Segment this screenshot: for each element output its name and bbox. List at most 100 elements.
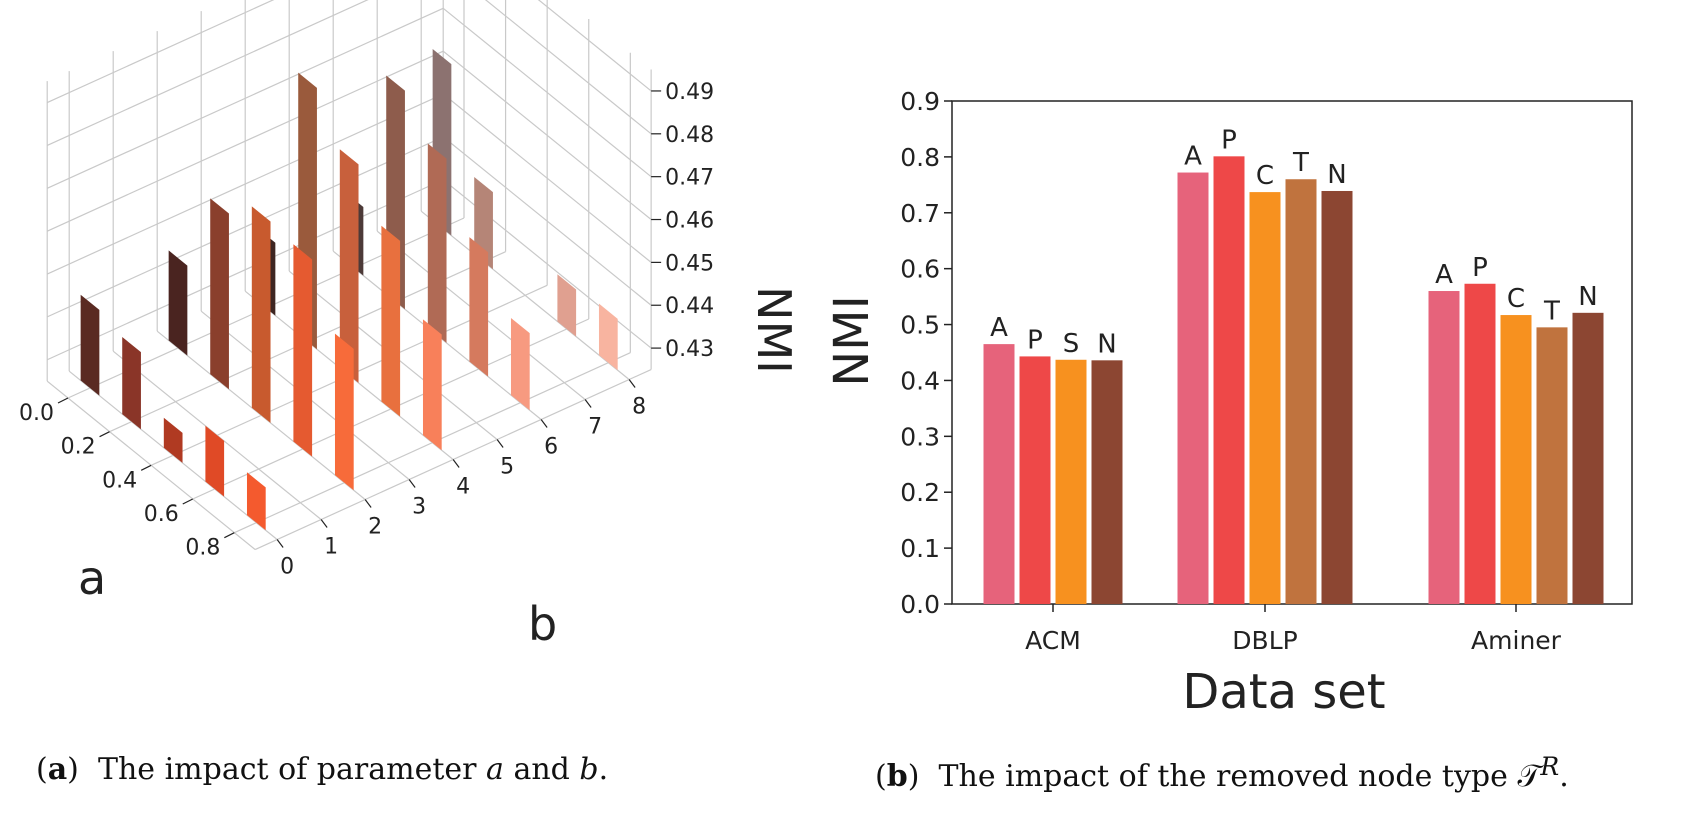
b-tick-mark bbox=[628, 379, 636, 388]
bar3d-a0.6-b2 bbox=[293, 244, 313, 457]
y-tick-label: 0.8 bbox=[900, 143, 940, 172]
z-tick-label: 0.48 bbox=[665, 123, 714, 148]
bar3d-a0.2-b0 bbox=[122, 336, 141, 430]
y-tick-label: 0.7 bbox=[900, 199, 940, 228]
3d-tick-labels: 0.0 0.20.4 0.60.8 0 1 2 3 4 5 6 7 8 0.43 0.44 0.45 0.46… bbox=[19, 80, 714, 580]
bar-label: N bbox=[1097, 329, 1116, 359]
bar3d-a0.8-b4 bbox=[422, 319, 442, 451]
z-tick-label: 0.46 bbox=[665, 209, 714, 234]
b-tick-label: 2 bbox=[368, 515, 382, 540]
bar-aminer-a bbox=[1428, 291, 1460, 604]
bar3d-a0.4-b0 bbox=[163, 417, 183, 463]
caption-a-var2: b bbox=[579, 752, 599, 787]
gridline-z-left-wall bbox=[46, 50, 444, 232]
caption-b-text: The impact of the removed node type bbox=[938, 759, 1508, 794]
b-tick-mark bbox=[408, 479, 416, 488]
gridline-floor-b bbox=[156, 330, 366, 500]
caption-b-sup: R bbox=[1540, 752, 1560, 781]
bar3d-a0-b0 bbox=[80, 294, 100, 396]
caption-b-tag: b bbox=[886, 759, 908, 794]
bar3d-a0.2-b2 bbox=[210, 198, 229, 390]
bar-dblp-t bbox=[1285, 179, 1317, 604]
bar-dblp-p bbox=[1213, 156, 1245, 604]
y-tick-label: 0.5 bbox=[900, 311, 940, 340]
b-tick-label: 6 bbox=[544, 435, 558, 460]
caption-a: (a) The impact of parameter a and b. bbox=[36, 752, 609, 787]
y-tick-label: 0.2 bbox=[900, 478, 940, 507]
x-tick-label: DBLP bbox=[1232, 626, 1297, 655]
bar3d-a0.8-b8 bbox=[598, 303, 618, 371]
3d-gridlines bbox=[46, 0, 652, 551]
bar-dblp-n bbox=[1321, 190, 1353, 604]
gridline-z-left-wall bbox=[46, 136, 444, 318]
bar3d-a0.8-b6 bbox=[510, 317, 530, 411]
gridline-z-left-wall bbox=[46, 7, 444, 189]
bar3d-a0.8-b2 bbox=[334, 333, 354, 491]
bar-dblp-a bbox=[1177, 172, 1209, 604]
gridline-z-left-wall bbox=[46, 0, 275, 104]
bar3d-a0.6-b6 bbox=[469, 237, 489, 377]
a-tick-label: 0.4 bbox=[102, 468, 137, 493]
bar-label: A bbox=[1435, 260, 1453, 290]
bar-label: C bbox=[1256, 161, 1274, 191]
bar3d-a0.4-b4 bbox=[339, 149, 359, 383]
b-tick-mark bbox=[584, 399, 592, 408]
b-tick-label: 8 bbox=[632, 395, 646, 420]
a-tick-mark bbox=[99, 431, 110, 438]
bar-label: P bbox=[1027, 325, 1043, 355]
b-tick-mark bbox=[496, 439, 504, 448]
gridline-z-left-wall bbox=[46, 179, 444, 361]
z-tick-label: 0.43 bbox=[665, 337, 714, 362]
bar3d-a0.4-b6 bbox=[427, 143, 447, 343]
bar-label: S bbox=[1063, 329, 1080, 359]
b-tick-mark bbox=[452, 459, 460, 468]
bar-label: A bbox=[1184, 142, 1202, 172]
z-tick-label: 0.49 bbox=[665, 80, 714, 105]
a-tick-label: 0.0 bbox=[19, 401, 54, 426]
bar-label: T bbox=[1543, 296, 1560, 326]
y-axis-label: NMI bbox=[824, 295, 880, 386]
b-tick-label: 4 bbox=[456, 475, 470, 500]
x-axis-label: Data set bbox=[1182, 664, 1385, 720]
bar-acm-s bbox=[1055, 359, 1087, 604]
bar-aminer-p bbox=[1464, 283, 1496, 604]
z-tick-label: 0.47 bbox=[665, 166, 714, 191]
bar3d-a0-b2 bbox=[168, 250, 188, 356]
caption-a-text: The impact of parameter bbox=[97, 752, 477, 787]
bar-aminer-c bbox=[1500, 315, 1532, 604]
caption-a-tag: a bbox=[47, 752, 68, 787]
bar3d-a0.8-b0 bbox=[246, 472, 266, 531]
b-tick-mark bbox=[364, 499, 372, 508]
bar-acm-n bbox=[1091, 360, 1123, 604]
a-tick-label: 0.8 bbox=[185, 536, 220, 561]
bar-label: C bbox=[1507, 284, 1525, 314]
bar-dblp-c bbox=[1249, 192, 1281, 605]
panel-a-3d-chart: 0.0 0.20.4 0.60.8 0 1 2 3 4 5 6 7 8 0.43 0.44 0.45 0.46… bbox=[19, 0, 801, 651]
a-tick-mark bbox=[140, 464, 152, 471]
caption-b: (b) The impact of the removed node type … bbox=[875, 752, 1569, 794]
a-axis-label: a bbox=[78, 551, 106, 605]
bar3d-a0.4-b2 bbox=[251, 206, 271, 423]
bar-label: A bbox=[990, 313, 1008, 343]
nmi-z-axis-label: NMI bbox=[747, 286, 801, 374]
y-tick-label: 0.4 bbox=[900, 366, 940, 395]
a-tick-mark bbox=[182, 498, 194, 505]
y-tick-label: 0.0 bbox=[900, 590, 940, 619]
y-tick-label: 0.9 bbox=[900, 87, 940, 116]
a-tick-label: 0.2 bbox=[61, 435, 96, 460]
bar3d-a0.6-b0 bbox=[205, 425, 225, 497]
caption-a-and: and bbox=[513, 752, 570, 787]
b-tick-label: 1 bbox=[324, 535, 338, 560]
y-tick-label: 0.3 bbox=[900, 422, 940, 451]
b-tick-mark bbox=[276, 539, 284, 548]
bar-label: P bbox=[1221, 125, 1237, 155]
b-tick-label: 0 bbox=[280, 555, 294, 580]
a-tick-label: 0.6 bbox=[144, 502, 179, 527]
gridline-z-left-wall bbox=[46, 0, 369, 146]
bar3d-a0.6-b8 bbox=[557, 274, 577, 337]
3d-bars bbox=[80, 48, 618, 531]
b-axis-label: b bbox=[528, 597, 557, 651]
bar-label: T bbox=[1292, 148, 1309, 178]
x-tick-label: Aminer bbox=[1471, 626, 1562, 655]
